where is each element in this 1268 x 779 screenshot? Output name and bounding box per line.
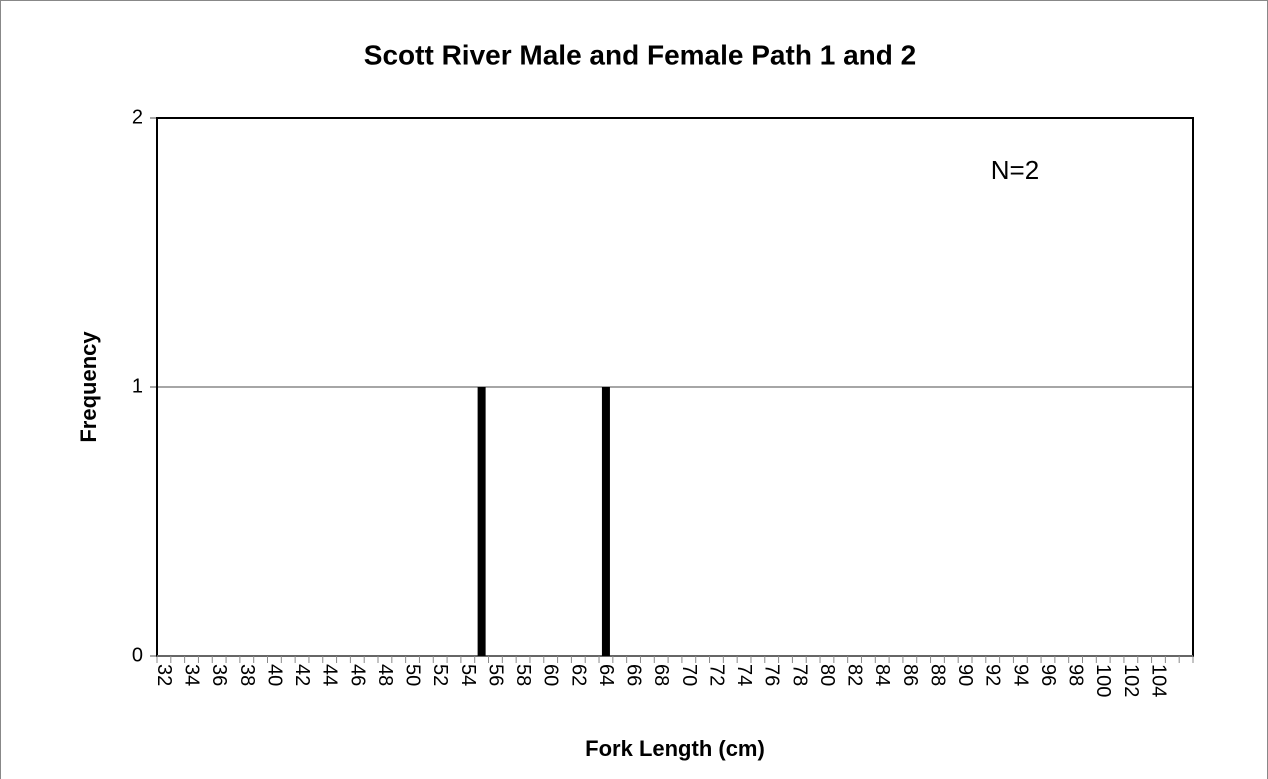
x-tick-label: 90 xyxy=(954,664,976,686)
x-tick-label: 86 xyxy=(899,664,921,686)
y-tick-label: 2 xyxy=(132,106,143,128)
y-tick-label: 0 xyxy=(132,644,143,666)
bar xyxy=(601,387,610,656)
x-tick-label: 88 xyxy=(926,664,948,686)
x-tick-label: 62 xyxy=(567,664,589,686)
x-tick-label: 84 xyxy=(871,664,893,686)
x-tick-label: 78 xyxy=(788,664,810,686)
x-tick-label: 74 xyxy=(733,664,755,686)
annotation: N=2 xyxy=(991,155,1039,185)
x-tick-label: 66 xyxy=(623,664,645,686)
x-tick-label: 104 xyxy=(1147,664,1169,697)
x-tick-label: 60 xyxy=(540,664,562,686)
x-tick-label: 100 xyxy=(1092,664,1114,697)
x-tick-label: 32 xyxy=(153,664,175,686)
x-tick-label: 34 xyxy=(181,664,203,686)
x-tick-label: 70 xyxy=(678,664,700,686)
x-tick-label: 42 xyxy=(291,664,313,686)
x-tick-label: 80 xyxy=(816,664,838,686)
y-tick-label: 1 xyxy=(132,375,143,397)
x-tick-label: 102 xyxy=(1120,664,1142,697)
y-axis-title: Frequency xyxy=(76,331,101,443)
x-tick-label: 98 xyxy=(1065,664,1087,686)
x-tick-label: 58 xyxy=(512,664,534,686)
x-tick-label: 44 xyxy=(319,664,341,686)
x-tick-label: 94 xyxy=(1009,664,1031,686)
x-tick-label: 54 xyxy=(457,664,479,686)
x-tick-label: 52 xyxy=(429,664,451,686)
x-tick-label: 76 xyxy=(761,664,783,686)
x-tick-label: 48 xyxy=(374,664,396,686)
x-tick-label: 92 xyxy=(982,664,1004,686)
x-axis-title: Fork Length (cm) xyxy=(585,736,765,761)
x-tick-label: 50 xyxy=(402,664,424,686)
x-tick-label: 56 xyxy=(484,664,506,686)
x-tick-label: 96 xyxy=(1037,664,1059,686)
chart-title: Scott River Male and Female Path 1 and 2 xyxy=(364,39,916,70)
x-tick-label: 68 xyxy=(650,664,672,686)
bar xyxy=(477,387,486,656)
x-tick-label: 46 xyxy=(346,664,368,686)
x-tick-label: 64 xyxy=(595,664,617,686)
x-tick-label: 36 xyxy=(208,664,230,686)
x-tick-label: 38 xyxy=(236,664,258,686)
x-tick-label: 72 xyxy=(705,664,727,686)
x-tick-label: 82 xyxy=(844,664,866,686)
x-tick-label: 40 xyxy=(263,664,285,686)
